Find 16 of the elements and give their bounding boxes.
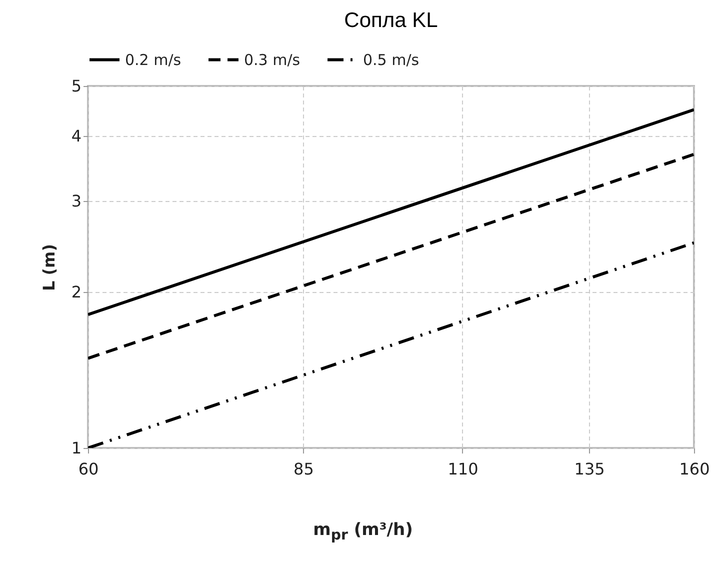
- x-tick-label: 110: [448, 460, 478, 478]
- x-tick-label: 160: [679, 460, 710, 478]
- legend-label: 0.2 m/s: [125, 50, 182, 69]
- chart-title: Сопла KL: [344, 9, 438, 32]
- legend-label: 0.5 m/s: [363, 50, 420, 69]
- y-tick-label: 3: [71, 191, 82, 210]
- y-tick-label: 5: [71, 76, 82, 96]
- y-axis-title: L (m): [39, 244, 58, 292]
- x-axis-title: m$_{pr}$ (m³/h): [312, 520, 414, 544]
- x-tick-label: 60: [78, 460, 99, 478]
- y-tick-label: 4: [71, 126, 82, 146]
- legend-label: 0.3 m/s: [244, 50, 300, 69]
- y-tick-label: 1: [71, 438, 82, 458]
- x-tick-label: 135: [574, 460, 605, 478]
- x-tick-label: 85: [294, 460, 314, 478]
- y-tick-label: 2: [71, 282, 82, 302]
